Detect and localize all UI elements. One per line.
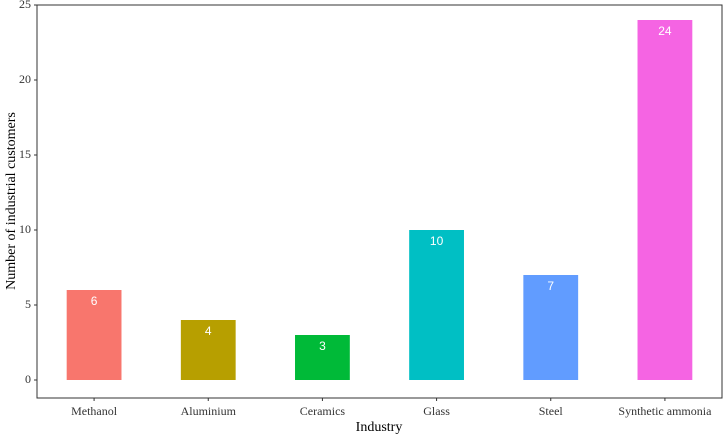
value-label: 7	[547, 279, 554, 293]
bar	[66, 290, 122, 380]
y-tick-label: 0	[25, 372, 31, 386]
y-tick-label: 25	[19, 0, 31, 11]
x-tick-label: Ceramics	[300, 404, 346, 418]
value-label: 3	[319, 339, 326, 353]
x-tick-label: Glass	[423, 404, 450, 418]
value-label: 6	[91, 294, 98, 308]
x-tick-label: Methanol	[71, 404, 118, 418]
bar	[637, 20, 693, 380]
x-tick-label: Synthetic ammonia	[618, 404, 712, 418]
x-axis-label: Industry	[356, 420, 403, 435]
x-tick-label: Aluminium	[181, 404, 237, 418]
y-tick-label: 20	[19, 72, 31, 86]
panel-border	[36, 4, 723, 399]
y-tick-label: 15	[19, 147, 31, 161]
bar	[523, 275, 579, 380]
x-tick-label: Steel	[539, 404, 564, 418]
value-label: 10	[430, 234, 444, 248]
bar	[295, 335, 350, 380]
value-label: 24	[658, 24, 672, 38]
y-axis-label: Number of industrial customers	[4, 112, 19, 290]
bar	[180, 320, 236, 380]
value-label: 4	[205, 324, 212, 338]
y-tick-label: 5	[25, 297, 31, 311]
y-tick-label: 10	[19, 222, 31, 236]
bar	[409, 230, 464, 380]
